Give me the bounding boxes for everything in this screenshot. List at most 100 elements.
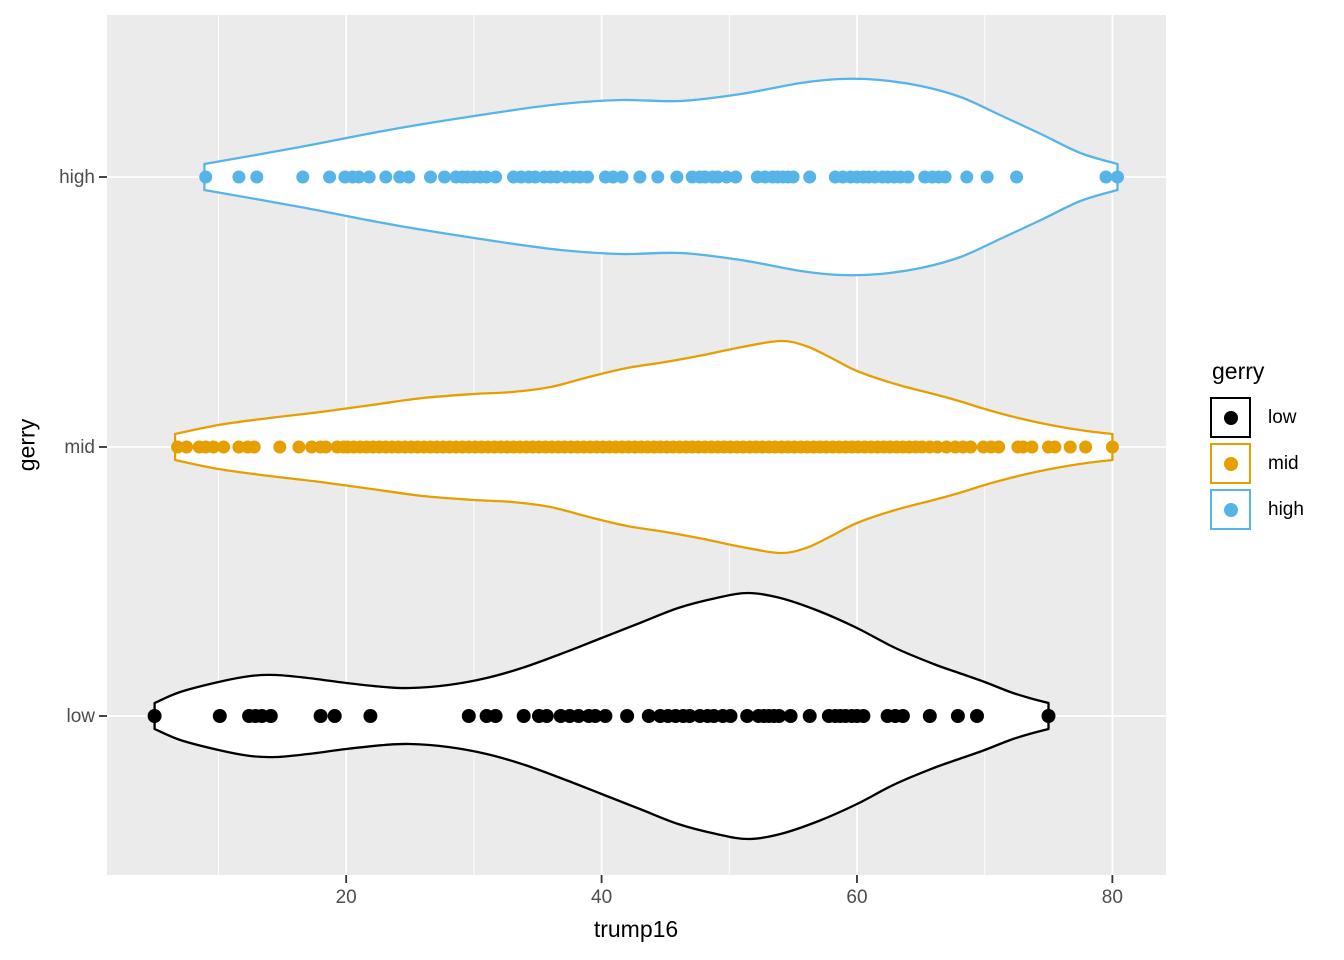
data-point-high bbox=[323, 170, 337, 184]
data-point-mid bbox=[930, 440, 944, 454]
data-point-low bbox=[802, 709, 817, 723]
legend-item-label: low bbox=[1268, 406, 1297, 428]
legend-key-icon bbox=[1210, 489, 1251, 530]
data-point-low bbox=[212, 709, 227, 723]
data-point-low bbox=[970, 709, 984, 723]
data-point-high bbox=[528, 170, 542, 184]
data-point-mid bbox=[247, 440, 261, 454]
legend-dot-icon bbox=[1223, 410, 1238, 425]
legend-key-icon bbox=[1210, 443, 1251, 484]
data-point-high bbox=[362, 170, 376, 184]
data-point-low bbox=[327, 709, 342, 723]
data-point-mid bbox=[964, 440, 978, 454]
data-point-high bbox=[651, 170, 665, 184]
data-point-high bbox=[250, 170, 264, 184]
data-point-mid bbox=[319, 440, 333, 454]
data-point-high bbox=[729, 170, 743, 184]
data-point-high bbox=[980, 170, 994, 184]
data-point-low bbox=[313, 709, 328, 723]
data-point-high bbox=[615, 170, 629, 184]
data-point-high bbox=[296, 170, 310, 184]
data-point-high bbox=[1010, 170, 1024, 184]
data-point-low bbox=[363, 709, 378, 723]
legend-item-mid: mid bbox=[1210, 443, 1304, 484]
data-point-mid bbox=[217, 440, 231, 454]
data-point-low bbox=[571, 709, 586, 723]
legend-dot-icon bbox=[1223, 456, 1238, 471]
data-point-mid bbox=[171, 440, 185, 454]
data-point-high bbox=[720, 170, 734, 184]
data-point-low bbox=[539, 709, 554, 723]
data-point-high bbox=[633, 170, 647, 184]
data-point-mid bbox=[180, 440, 194, 454]
data-point-high bbox=[1111, 170, 1124, 184]
data-point-low bbox=[922, 709, 937, 723]
data-point-low bbox=[588, 709, 603, 723]
x-tick-label: 40 bbox=[591, 887, 612, 908]
data-point-mid bbox=[1079, 440, 1093, 454]
data-point-mid bbox=[1105, 440, 1119, 454]
data-point-low bbox=[1041, 709, 1056, 723]
data-point-high bbox=[438, 170, 451, 184]
data-point-high bbox=[199, 170, 213, 184]
data-point-mid bbox=[1025, 440, 1039, 454]
data-point-high bbox=[232, 170, 246, 184]
data-point-low bbox=[461, 709, 476, 723]
data-point-high bbox=[938, 170, 952, 184]
data-point-low bbox=[263, 709, 278, 723]
data-point-low bbox=[723, 709, 738, 723]
data-point-low bbox=[147, 709, 162, 723]
legend-item-label: high bbox=[1268, 498, 1304, 520]
y-tick-label: low bbox=[66, 706, 95, 727]
data-point-mid bbox=[273, 440, 287, 454]
data-point-high bbox=[424, 170, 437, 184]
x-tick-label: 60 bbox=[846, 887, 867, 908]
data-point-high bbox=[960, 170, 974, 184]
legend-key-icon bbox=[1210, 397, 1251, 438]
data-point-low bbox=[488, 709, 503, 723]
x-tick-label: 20 bbox=[336, 887, 357, 908]
data-point-high bbox=[402, 170, 416, 184]
data-point-mid bbox=[305, 440, 319, 454]
data-point-mid bbox=[1016, 440, 1030, 454]
data-point-high bbox=[352, 170, 366, 184]
data-point-high bbox=[803, 170, 817, 184]
legend-items: low mid high bbox=[1210, 397, 1304, 530]
data-point-mid bbox=[232, 440, 246, 454]
data-point-high bbox=[786, 170, 800, 184]
data-point-high bbox=[581, 170, 594, 184]
y-tick-label: mid bbox=[64, 437, 95, 458]
legend-title: gerry bbox=[1212, 358, 1265, 384]
data-point-low bbox=[740, 709, 755, 723]
data-point-high bbox=[550, 170, 564, 184]
data-point-high bbox=[670, 170, 684, 184]
data-point-high bbox=[606, 170, 620, 184]
data-point-high bbox=[393, 170, 407, 184]
data-point-high bbox=[480, 170, 494, 184]
data-point-mid bbox=[939, 440, 953, 454]
y-axis-title: gerry bbox=[13, 418, 40, 472]
legend-item-low: low bbox=[1210, 397, 1304, 438]
data-point-high bbox=[1099, 170, 1113, 184]
data-point-mid bbox=[1063, 440, 1077, 454]
data-point-low bbox=[620, 709, 635, 723]
legend-item-high: high bbox=[1210, 489, 1304, 530]
legend: gerry low mid high bbox=[1210, 358, 1304, 530]
x-tick-label: 80 bbox=[1102, 887, 1123, 908]
data-point-low bbox=[598, 709, 613, 723]
data-point-low bbox=[950, 709, 965, 723]
data-point-low bbox=[856, 709, 871, 723]
x-axis-title: trump16 bbox=[593, 916, 679, 942]
data-point-mid bbox=[292, 440, 306, 454]
data-point-low bbox=[682, 709, 697, 723]
data-point-low bbox=[895, 709, 910, 723]
data-point-low bbox=[772, 709, 787, 723]
data-point-low bbox=[641, 709, 656, 723]
data-point-high bbox=[711, 170, 725, 184]
data-point-mid bbox=[992, 440, 1006, 454]
data-point-high bbox=[379, 170, 393, 184]
data-point-low bbox=[783, 709, 798, 723]
data-point-low bbox=[516, 709, 531, 723]
